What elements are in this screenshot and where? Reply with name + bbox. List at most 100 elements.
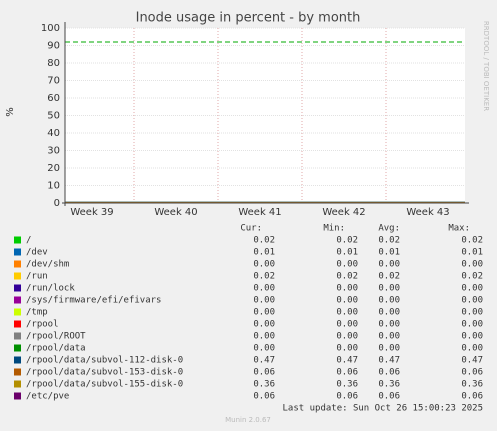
stat-value: 0.00: [253, 296, 275, 306]
stat-value: 0.00: [378, 284, 400, 294]
y-tick-label: 100: [41, 23, 60, 34]
stat-value: 0.47: [253, 356, 275, 366]
stat-value: 0.00: [253, 260, 275, 270]
legend-swatch: [14, 248, 21, 256]
x-tick-label: Week 43: [406, 207, 449, 218]
stat-value: 0.00: [378, 320, 400, 330]
stat-value: 0.00: [461, 308, 483, 318]
y-tick-label: 0: [54, 198, 60, 209]
stat-value: 0.36: [336, 380, 358, 390]
stat-value: 0.02: [336, 236, 358, 246]
legend-name: /sys/firmware/efi/efivars: [26, 296, 161, 306]
x-tick-label: Week 41: [238, 207, 281, 218]
legend-swatch: [14, 380, 21, 388]
stat-value: 0.06: [378, 368, 400, 378]
legend-name: /rpool/data/subvol-155-disk-0: [26, 380, 183, 390]
legend-swatch: [14, 332, 21, 340]
legend-name: /run: [26, 272, 48, 282]
legend-swatch: [14, 284, 21, 292]
stat-value: 0.36: [253, 380, 275, 390]
stat-value: 0.47: [461, 356, 483, 366]
stat-value: 0.00: [253, 320, 275, 330]
stat-value: 0.00: [253, 308, 275, 318]
stat-value: 0.00: [336, 260, 358, 270]
stat-value: 0.00: [378, 260, 400, 270]
y-tick-label: 20: [47, 163, 60, 174]
stat-value: 0.01: [253, 248, 275, 258]
stat-value: 0.00: [336, 284, 358, 294]
legend-name: /rpool/data/subvol-112-disk-0: [26, 356, 183, 366]
stat-value: 0.06: [253, 392, 275, 402]
stat-value: 0.06: [378, 392, 400, 402]
legend-name: /rpool/data/subvol-153-disk-0: [26, 368, 183, 378]
stat-value: 0.00: [253, 332, 275, 342]
legend-name: /rpool: [26, 320, 59, 330]
stat-value: 0.02: [378, 236, 400, 246]
stat-value: 0.06: [461, 368, 483, 378]
column-header: Avg:: [378, 224, 400, 234]
legend-name: /rpool/ROOT: [26, 332, 86, 342]
legend-swatch: [14, 344, 21, 352]
stat-value: 0.00: [378, 308, 400, 318]
stat-value: 0.00: [253, 344, 275, 354]
y-tick-label: 90: [47, 41, 60, 52]
chart-title: Inode usage in percent - by month: [136, 11, 361, 26]
stat-value: 0.00: [336, 308, 358, 318]
column-header: Cur:: [240, 224, 262, 234]
legend-swatch: [14, 392, 21, 400]
stat-value: 0.06: [336, 368, 358, 378]
legend-name: /dev: [26, 248, 48, 258]
stat-value: 0.06: [461, 392, 483, 402]
stat-value: 0.00: [461, 320, 483, 330]
legend-name: /run/lock: [26, 284, 75, 294]
legend-swatch: [14, 272, 21, 280]
y-tick-label: 30: [47, 146, 60, 157]
column-header: Min:: [323, 224, 345, 234]
legend-name: /tmp: [26, 308, 48, 318]
stat-value: 0.36: [378, 380, 400, 390]
stat-value: 0.00: [336, 332, 358, 342]
stat-value: 0.01: [336, 248, 358, 258]
legend-name: /etc/pve: [26, 392, 69, 402]
last-update: Last update: Sun Oct 26 15:00:23 2025: [283, 404, 483, 414]
y-tick-label: 70: [47, 76, 60, 87]
legend-swatch: [14, 308, 21, 316]
stat-value: 0.00: [461, 260, 483, 270]
legend-name: /: [26, 236, 31, 246]
legend-swatch: [14, 260, 21, 268]
stat-value: 0.36: [461, 380, 483, 390]
stat-value: 0.00: [461, 344, 483, 354]
side-note: RRDTOOL / TOBI OETIKER: [482, 21, 490, 111]
stat-value: 0.02: [461, 236, 483, 246]
stat-value: 0.02: [253, 236, 275, 246]
stat-value: 0.06: [336, 392, 358, 402]
y-tick-label: 40: [47, 128, 60, 139]
stat-value: 0.00: [461, 296, 483, 306]
stat-value: 0.00: [336, 344, 358, 354]
legend-swatch: [14, 368, 21, 376]
stat-value: 0.01: [378, 248, 400, 258]
stat-value: 0.02: [378, 272, 400, 282]
stat-value: 0.06: [253, 368, 275, 378]
legend-name: /rpool/data: [26, 344, 86, 354]
y-tick-label: 50: [47, 111, 60, 122]
y-tick-label: 60: [47, 93, 60, 104]
x-tick-label: Week 39: [70, 207, 113, 218]
stat-value: 0.00: [336, 296, 358, 306]
stat-value: 0.02: [253, 272, 275, 282]
stat-value: 0.00: [336, 320, 358, 330]
stat-value: 0.00: [378, 296, 400, 306]
stat-value: 0.00: [461, 284, 483, 294]
stat-value: 0.47: [336, 356, 358, 366]
y-axis-label: %: [5, 107, 16, 117]
stat-value: 0.00: [378, 332, 400, 342]
stat-value: 0.00: [461, 332, 483, 342]
legend-swatch: [14, 320, 21, 328]
x-tick-label: Week 42: [322, 207, 365, 218]
footer: Munin 2.0.67: [225, 416, 271, 424]
stat-value: 0.00: [378, 344, 400, 354]
legend-swatch: [14, 236, 21, 244]
legend-swatch: [14, 296, 21, 304]
legend-swatch: [14, 356, 21, 364]
